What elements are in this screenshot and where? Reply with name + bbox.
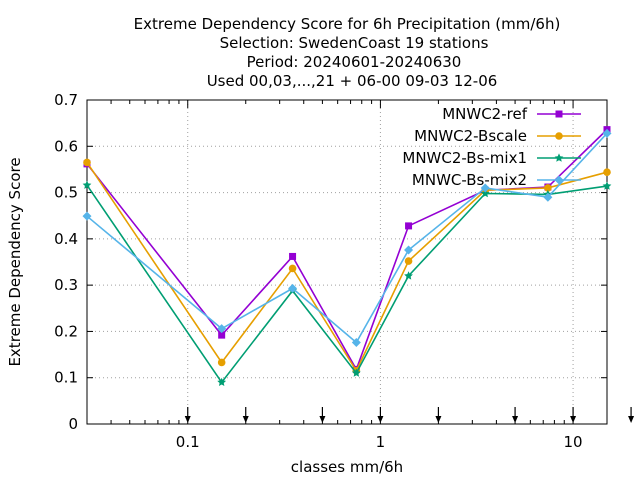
legend-label: MNWC2-ref xyxy=(442,105,527,123)
marker-circle xyxy=(217,358,226,367)
chart-title: Extreme Dependency Score for 6h Precipit… xyxy=(134,15,561,90)
marker-star xyxy=(351,368,361,377)
title-line-2: Selection: SwedenCoast 19 stations xyxy=(220,34,489,52)
marker-diamond xyxy=(554,175,564,185)
marker-circle xyxy=(603,168,611,177)
legend-entry: MNWC2-Bs-mix1 xyxy=(402,149,581,167)
threshold-arrow-head xyxy=(377,416,384,423)
grid xyxy=(87,100,607,424)
marker-star xyxy=(217,377,227,387)
threshold-arrow-head xyxy=(319,416,326,423)
threshold-arrow-head xyxy=(570,416,577,423)
marker-star xyxy=(82,180,92,189)
title-line-1: Extreme Dependency Score for 6h Precipit… xyxy=(134,15,561,33)
x-axis-label: classes mm/6h xyxy=(291,458,403,476)
y-tick-label: 0.5 xyxy=(54,184,78,202)
marker-square xyxy=(218,331,226,339)
marker-star xyxy=(404,271,413,280)
marker-diamond xyxy=(82,211,92,221)
marker-diamond xyxy=(543,192,553,202)
marker-star xyxy=(602,181,612,190)
series-line xyxy=(86,184,608,384)
marker-diamond xyxy=(217,324,227,334)
series-mnwc2-ref xyxy=(83,126,611,373)
y-tick-label: 0 xyxy=(68,415,78,433)
title-line-4: Used 00,03,...,21 + 06-00 09-03 12-06 xyxy=(207,72,498,90)
legend-label: MNWC-Bs-mix2 xyxy=(412,171,527,189)
series-line xyxy=(86,162,608,373)
y-tick-label: 0.6 xyxy=(54,137,78,155)
series-mnwc-bs-mix2 xyxy=(82,128,612,348)
threshold-arrow-head xyxy=(242,416,249,423)
y-tick-label: 0.1 xyxy=(54,369,78,387)
marker-diamond xyxy=(351,338,361,348)
y-tick-label: 0.2 xyxy=(54,322,78,340)
legend-label: MNWC2-Bs-mix1 xyxy=(402,149,527,167)
threshold-arrows xyxy=(184,407,635,423)
marker-circle xyxy=(404,257,413,265)
y-axis-label: Extreme Dependency Score xyxy=(6,157,24,366)
marker-circle xyxy=(555,132,563,140)
marker-diamond xyxy=(404,245,414,255)
marker-diamond xyxy=(480,183,490,193)
y-tick-label: 0.3 xyxy=(54,276,78,294)
series-line xyxy=(86,132,608,344)
marker-square xyxy=(405,222,413,230)
y-tick-label: 0.7 xyxy=(54,91,78,109)
y-tick-label: 0.4 xyxy=(54,230,78,248)
marker-square xyxy=(289,252,297,260)
marker-diamond xyxy=(288,283,298,293)
title-line-3: Period: 20240601-20240630 xyxy=(247,53,462,71)
marker-star xyxy=(554,153,564,162)
legend-entry: MNWC-Bs-mix2 xyxy=(412,171,581,189)
marker-circle xyxy=(83,158,91,167)
axes xyxy=(86,99,608,425)
marker-circle xyxy=(288,264,297,273)
legend-entry: MNWC2-Bscale xyxy=(414,127,581,145)
marker-diamond xyxy=(602,128,612,138)
threshold-arrow-head xyxy=(628,416,635,423)
series-line xyxy=(86,129,608,372)
threshold-arrow-head xyxy=(512,416,519,423)
series-group xyxy=(82,126,612,387)
marker-square xyxy=(555,110,563,118)
x-tick-label: 10 xyxy=(564,433,583,451)
plot-frame xyxy=(86,99,608,425)
x-tick-label: 0.1 xyxy=(176,433,200,451)
ticks: 0 0.1 0.2 0.3 0.4 0.5 0.6 0.7 0.1 1 10 xyxy=(54,91,607,451)
threshold-arrow-head xyxy=(435,416,442,423)
marker-star xyxy=(480,188,490,198)
legend-entry: MNWC2-ref xyxy=(442,105,581,123)
legend: MNWC2-ref MNWC2-Bscale MNWC2-Bs-mix1 MNWC-B… xyxy=(402,105,581,189)
threshold-arrow-head xyxy=(184,416,191,423)
marker-circle xyxy=(544,184,552,192)
x-tick-label: 1 xyxy=(376,433,386,451)
series-mnwc2-bscale xyxy=(83,158,611,375)
legend-label: MNWC2-Bscale xyxy=(414,127,527,145)
